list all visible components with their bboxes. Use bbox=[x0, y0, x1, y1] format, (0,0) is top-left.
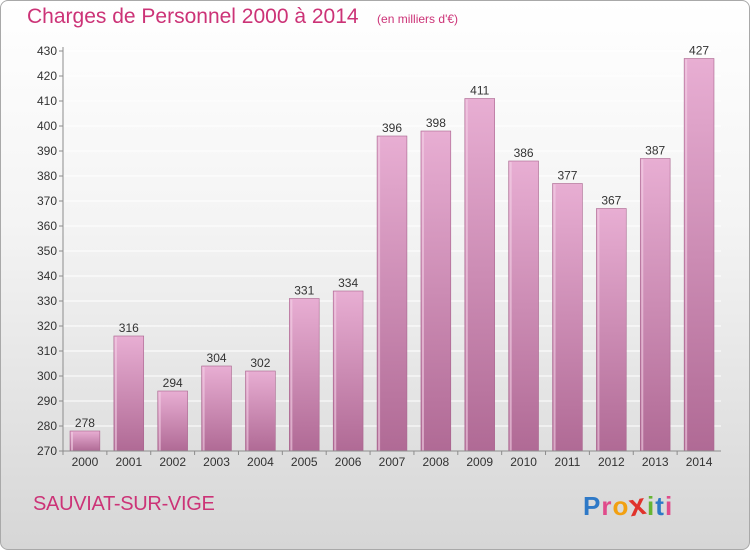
bar-highlight bbox=[114, 337, 117, 451]
y-tick-label: 410 bbox=[37, 94, 57, 108]
logo-letter: o bbox=[612, 491, 630, 521]
y-tick-label: 390 bbox=[37, 144, 57, 158]
place-name: SAUVIAT-SUR-VIGE bbox=[33, 493, 215, 515]
y-tick-label: 430 bbox=[37, 44, 57, 58]
x-tick-label: 2012 bbox=[598, 455, 625, 469]
logo-letter: r bbox=[601, 491, 613, 521]
y-tick-label: 360 bbox=[37, 219, 57, 233]
data-label: 278 bbox=[75, 416, 95, 430]
bar-2009 bbox=[464, 98, 495, 452]
bar-2004 bbox=[245, 370, 276, 452]
y-tick-label: 330 bbox=[37, 294, 57, 308]
y-tick-labels: 270 280 290 300 310 320 330 340 350 360 370 380 390 4… bbox=[37, 44, 57, 458]
x-tick-label: 2001 bbox=[115, 455, 142, 469]
bar-highlight bbox=[509, 162, 512, 451]
x-tick-label: 2013 bbox=[642, 455, 669, 469]
bar-2006 bbox=[332, 290, 364, 452]
bar-highlight bbox=[553, 184, 556, 451]
y-tick-label: 290 bbox=[37, 394, 57, 408]
y-tick-label: 370 bbox=[37, 194, 57, 208]
y-tick-label: 420 bbox=[37, 69, 57, 83]
x-tick-label: 2002 bbox=[159, 455, 186, 469]
data-label: 377 bbox=[557, 169, 577, 183]
bar-highlight bbox=[158, 392, 161, 451]
bar-2011 bbox=[552, 183, 583, 452]
data-label: 427 bbox=[689, 44, 709, 58]
x-tick-label: 2008 bbox=[423, 455, 450, 469]
bars bbox=[69, 58, 715, 452]
bar-2014 bbox=[683, 58, 715, 452]
logo-letter: P bbox=[583, 491, 602, 521]
chart-header: Charges de Personnel 2000 à 2014 (en mil… bbox=[27, 5, 458, 29]
y-tick-label: 380 bbox=[37, 169, 57, 183]
y-tick-label: 350 bbox=[37, 244, 57, 258]
bar-2000 bbox=[69, 430, 101, 452]
bar-highlight bbox=[202, 367, 205, 451]
x-tick-label: 2003 bbox=[203, 455, 230, 469]
x-tick-label: 2014 bbox=[686, 455, 713, 469]
data-label: 304 bbox=[207, 351, 227, 365]
bar-highlight bbox=[246, 372, 249, 451]
y-tick-label: 400 bbox=[37, 119, 57, 133]
axes bbox=[62, 47, 721, 455]
x-tick-label: 2009 bbox=[466, 455, 493, 469]
bar-2003 bbox=[201, 365, 232, 452]
x-tick-label: 2004 bbox=[247, 455, 274, 469]
bar-2005 bbox=[289, 298, 320, 452]
bar-highlight bbox=[685, 59, 688, 451]
proxiti-logo: Proxiti bbox=[583, 488, 674, 524]
data-label: 294 bbox=[163, 376, 183, 390]
data-label: 316 bbox=[119, 321, 139, 335]
y-tick-label: 270 bbox=[37, 444, 57, 458]
bar-2007 bbox=[376, 135, 408, 452]
x-tick-label: 2000 bbox=[72, 455, 99, 469]
bar-highlight bbox=[290, 299, 293, 451]
chart-title: Charges de Personnel 2000 à 2014 bbox=[27, 5, 359, 28]
bar-2002 bbox=[157, 390, 188, 452]
bar-2010 bbox=[508, 160, 539, 452]
data-label: 396 bbox=[382, 121, 402, 135]
data-label: 367 bbox=[601, 194, 621, 208]
data-label: 331 bbox=[294, 284, 314, 298]
y-tick-label: 300 bbox=[37, 369, 57, 383]
x-tick-label: 2011 bbox=[555, 455, 581, 469]
data-label: 302 bbox=[250, 356, 270, 370]
y-tick-label: 320 bbox=[37, 319, 57, 333]
x-tick-label: 2010 bbox=[510, 455, 537, 469]
data-label: 398 bbox=[426, 116, 446, 130]
y-tick-label: 310 bbox=[37, 344, 57, 358]
data-label: 386 bbox=[514, 146, 534, 160]
data-label: 334 bbox=[338, 276, 358, 290]
x-tick-label: 2005 bbox=[291, 455, 318, 469]
bar-highlight bbox=[421, 132, 424, 451]
y-tick-label: 340 bbox=[37, 269, 57, 283]
bar-2013 bbox=[639, 158, 671, 452]
bar-2012 bbox=[596, 208, 627, 452]
bar-highlight bbox=[597, 209, 600, 451]
bar-2001 bbox=[113, 335, 145, 452]
bar-highlight bbox=[71, 432, 74, 451]
y-tick-label: 280 bbox=[37, 419, 57, 433]
logo-letter: i bbox=[647, 491, 656, 521]
data-label: 411 bbox=[470, 84, 489, 98]
bar-highlight bbox=[641, 159, 644, 451]
bar-highlight bbox=[334, 292, 337, 451]
x-tick-label: 2006 bbox=[335, 455, 362, 469]
data-label: 387 bbox=[645, 144, 665, 158]
bar-highlight bbox=[465, 99, 468, 451]
bar-highlight bbox=[378, 137, 381, 451]
bar-2008 bbox=[420, 130, 452, 452]
chart-subtitle: (en milliers d'€) bbox=[377, 12, 459, 26]
x-tick-labels: 2000 2001 2002 2003 2004 2005 2006 2007 2008 2009… bbox=[72, 455, 713, 469]
logo-letter: t bbox=[655, 491, 665, 521]
logo-letter: i bbox=[664, 491, 674, 521]
x-tick-label: 2007 bbox=[379, 455, 406, 469]
data-labels: 278 316 294 304 302 331 334 396 398 411 386 377 367 3… bbox=[75, 44, 709, 431]
